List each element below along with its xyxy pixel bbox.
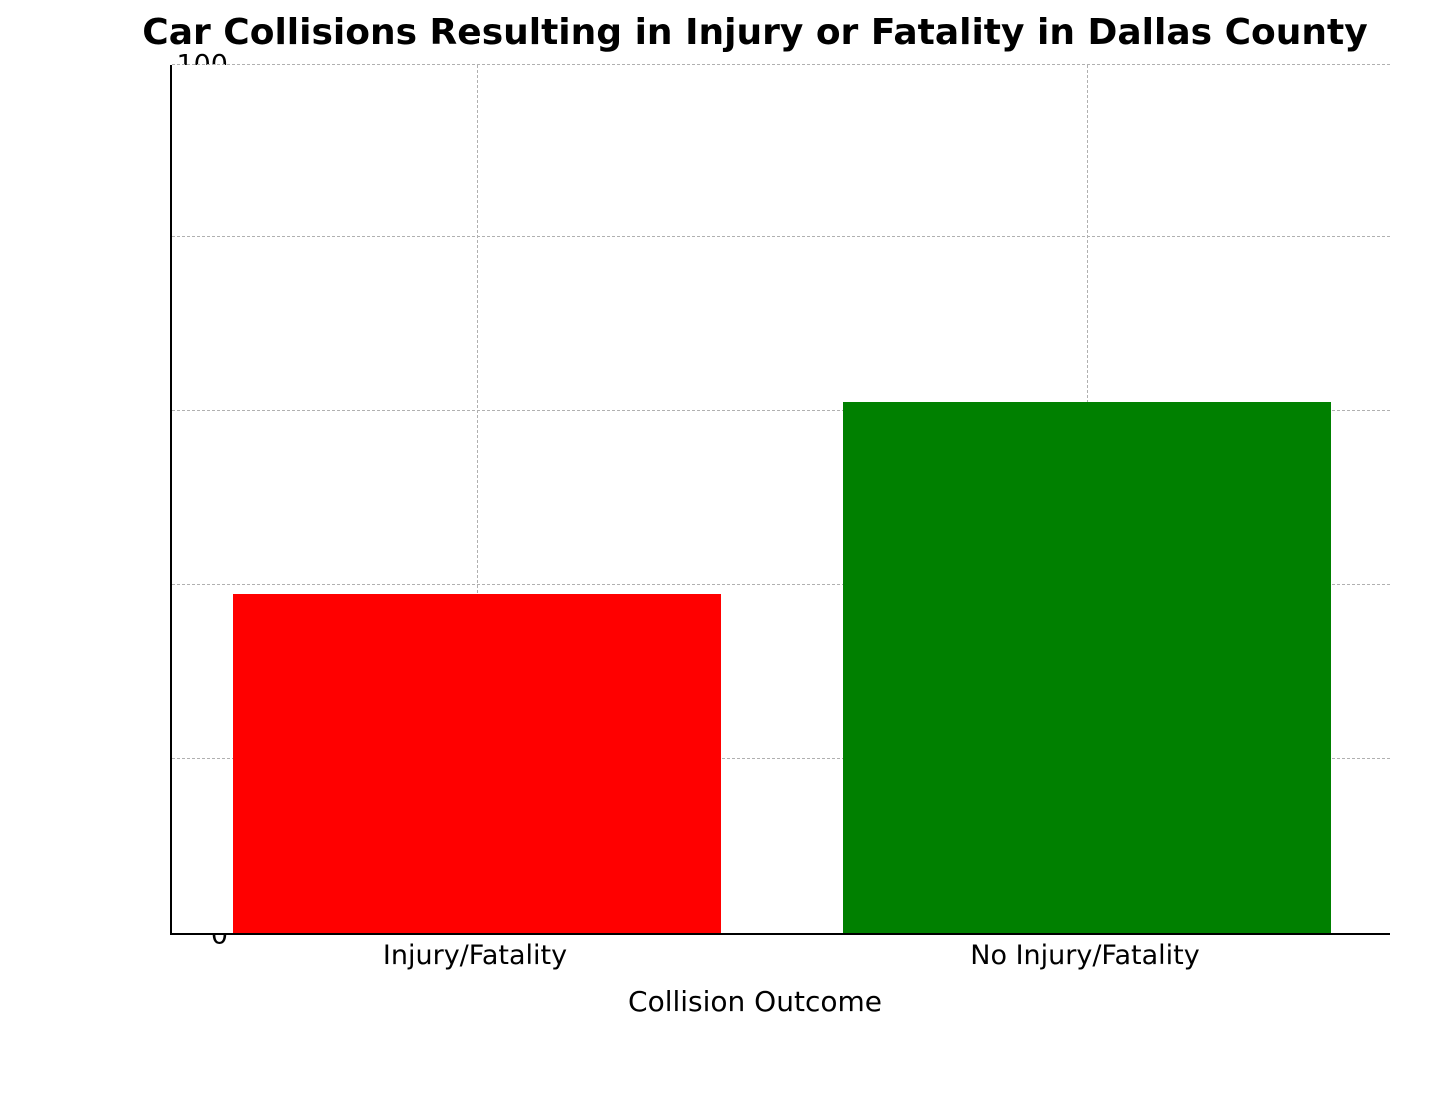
plot-area <box>170 65 1390 935</box>
chart-title: Car Collisions Resulting in Injury or Fa… <box>142 12 1367 53</box>
grid-line <box>172 64 1390 65</box>
x-axis-label: Collision Outcome <box>628 985 882 1018</box>
chart-container: Car Collisions Resulting in Injury or Fa… <box>110 50 1400 1030</box>
xtick-label: No Injury/Fatality <box>970 940 1199 971</box>
bar-injury-fatality <box>233 594 721 933</box>
grid-line <box>172 236 1390 237</box>
bar-no-injury-fatality <box>843 402 1331 933</box>
xtick-label: Injury/Fatality <box>383 940 567 971</box>
